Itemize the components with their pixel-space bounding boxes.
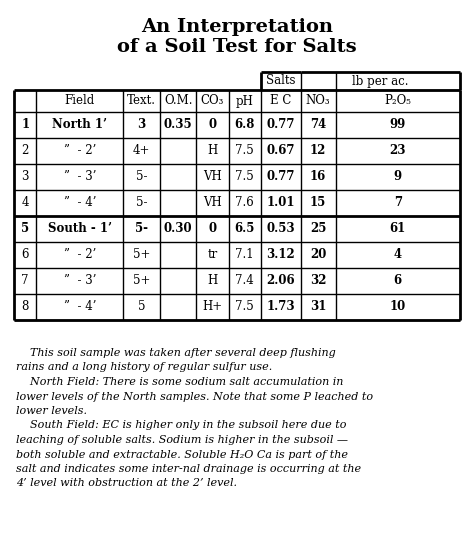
Text: 5-: 5- xyxy=(136,170,147,183)
Text: 3: 3 xyxy=(21,170,29,183)
Text: 8: 8 xyxy=(21,301,29,314)
Text: North Field: There is some sodium salt accumulation in: North Field: There is some sodium salt a… xyxy=(16,377,343,387)
Text: 15: 15 xyxy=(310,197,326,210)
Text: 0.67: 0.67 xyxy=(266,145,295,158)
Text: 6: 6 xyxy=(21,249,29,262)
Text: P₂O₅: P₂O₅ xyxy=(384,94,411,108)
Text: 5-: 5- xyxy=(136,197,147,210)
Text: Salts: Salts xyxy=(266,75,295,87)
Text: NO₃: NO₃ xyxy=(306,94,330,108)
Text: 4: 4 xyxy=(21,197,29,210)
Text: 1.73: 1.73 xyxy=(266,301,295,314)
Text: 7.6: 7.6 xyxy=(235,197,254,210)
Text: pH: pH xyxy=(236,94,254,108)
Text: 0: 0 xyxy=(209,118,217,131)
Text: 7.5: 7.5 xyxy=(235,301,254,314)
Text: O.M.: O.M. xyxy=(164,94,192,108)
Text: 0.77: 0.77 xyxy=(266,170,295,183)
Text: 16: 16 xyxy=(310,170,326,183)
Text: VH: VH xyxy=(203,170,222,183)
Text: leaching of soluble salts. Sodium is higher in the subsoil —: leaching of soluble salts. Sodium is hig… xyxy=(16,435,348,445)
Text: 7.4: 7.4 xyxy=(235,274,254,287)
Text: 4: 4 xyxy=(394,249,402,262)
Text: 31: 31 xyxy=(310,301,327,314)
Text: 2.06: 2.06 xyxy=(266,274,295,287)
Text: ”  - 4’: ” - 4’ xyxy=(64,197,96,210)
Text: 1: 1 xyxy=(21,118,29,131)
Text: 6.5: 6.5 xyxy=(235,222,255,235)
Text: 9: 9 xyxy=(394,170,402,183)
Text: 0: 0 xyxy=(209,222,217,235)
Text: lower levels.: lower levels. xyxy=(16,406,87,416)
Text: 6.8: 6.8 xyxy=(235,118,255,131)
Text: 7.5: 7.5 xyxy=(235,145,254,158)
Text: 99: 99 xyxy=(390,118,406,131)
Text: 3.12: 3.12 xyxy=(266,249,295,262)
Text: H: H xyxy=(207,274,218,287)
Text: ”  - 2’: ” - 2’ xyxy=(64,145,96,158)
Text: 7: 7 xyxy=(394,197,402,210)
Text: 0.53: 0.53 xyxy=(266,222,295,235)
Text: ”  - 4’: ” - 4’ xyxy=(64,301,96,314)
Text: 10: 10 xyxy=(390,301,406,314)
Text: ”  - 3’: ” - 3’ xyxy=(64,170,96,183)
Text: H: H xyxy=(207,145,218,158)
Text: Field: Field xyxy=(64,94,95,108)
Text: 25: 25 xyxy=(310,222,327,235)
Text: of a Soil Test for Salts: of a Soil Test for Salts xyxy=(117,38,357,56)
Text: 0.35: 0.35 xyxy=(164,118,192,131)
Text: 7: 7 xyxy=(21,274,29,287)
Text: both soluble and extractable. Soluble H₂O Ca is part of the: both soluble and extractable. Soluble H₂… xyxy=(16,450,348,459)
Text: ”  - 2’: ” - 2’ xyxy=(64,249,96,262)
Text: 4’ level with obstruction at the 2’ level.: 4’ level with obstruction at the 2’ leve… xyxy=(16,479,237,488)
Text: 4+: 4+ xyxy=(133,145,150,158)
Text: North 1’: North 1’ xyxy=(52,118,107,131)
Text: salt and indicates some inter-nal drainage is occurring at the: salt and indicates some inter-nal draina… xyxy=(16,464,361,474)
Text: tr: tr xyxy=(207,249,218,262)
Text: 5: 5 xyxy=(21,222,29,235)
Text: 5+: 5+ xyxy=(133,249,150,262)
Text: CO₃: CO₃ xyxy=(201,94,224,108)
Text: This soil sample was taken after several deep flushing: This soil sample was taken after several… xyxy=(16,348,336,358)
Text: 5+: 5+ xyxy=(133,274,150,287)
Text: An Interpretation: An Interpretation xyxy=(141,18,333,36)
Text: VH: VH xyxy=(203,197,222,210)
Text: E C: E C xyxy=(270,94,292,108)
Text: 20: 20 xyxy=(310,249,327,262)
Text: South Field: EC is higher only in the subsoil here due to: South Field: EC is higher only in the su… xyxy=(16,421,346,430)
Text: South - 1’: South - 1’ xyxy=(48,222,112,235)
Text: 23: 23 xyxy=(390,145,406,158)
Text: 2: 2 xyxy=(21,145,29,158)
Text: ”  - 3’: ” - 3’ xyxy=(64,274,96,287)
Text: 7.1: 7.1 xyxy=(235,249,254,262)
Text: 3: 3 xyxy=(137,118,146,131)
Text: 5-: 5- xyxy=(135,222,148,235)
Text: 7.5: 7.5 xyxy=(235,170,254,183)
Text: lower levels of the North samples. Note that some P leached to: lower levels of the North samples. Note … xyxy=(16,391,373,401)
Text: 0.77: 0.77 xyxy=(266,118,295,131)
Text: 6: 6 xyxy=(394,274,402,287)
Text: 0.30: 0.30 xyxy=(164,222,192,235)
Text: lb per ac.: lb per ac. xyxy=(352,75,409,87)
Text: H+: H+ xyxy=(202,301,222,314)
Text: 12: 12 xyxy=(310,145,327,158)
Text: 61: 61 xyxy=(390,222,406,235)
Text: 1.01: 1.01 xyxy=(266,197,295,210)
Text: Text.: Text. xyxy=(127,94,156,108)
Text: 5: 5 xyxy=(138,301,146,314)
Text: 74: 74 xyxy=(310,118,326,131)
Text: rains and a long history of regular sulfur use.: rains and a long history of regular sulf… xyxy=(16,362,272,373)
Text: 32: 32 xyxy=(310,274,327,287)
